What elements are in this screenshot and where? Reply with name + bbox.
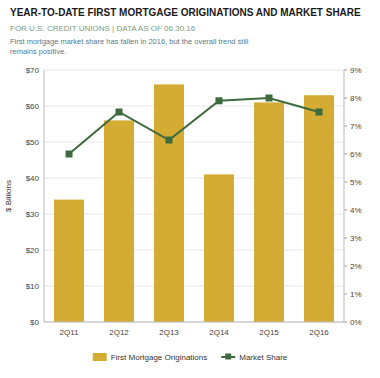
description-line: remains positive. — [10, 47, 66, 56]
subtitle: FOR U.S. CREDIT UNIONS | DATA AS OF 06.3… — [10, 24, 196, 33]
y-tick-label: $50 — [26, 138, 40, 147]
y2-tick-label: 8% — [350, 94, 362, 103]
x-tick-label: 2Q11 — [60, 328, 80, 337]
y2-tick-label: 9% — [350, 66, 362, 75]
y2-tick-label: 2% — [350, 262, 362, 271]
marker — [266, 95, 273, 102]
bar — [204, 174, 234, 322]
y2-axis — [344, 70, 345, 322]
y2-tick-label: 1% — [350, 290, 362, 299]
y2-tick-label: 3% — [350, 234, 362, 243]
y-axis — [44, 70, 45, 322]
y2-tick-label: 4% — [350, 206, 362, 215]
y2-tick-label: 5% — [350, 178, 362, 187]
x-tick-label: 2Q14 — [209, 328, 229, 337]
marker — [66, 151, 73, 158]
marker — [116, 109, 123, 116]
legend-label: Market Share — [239, 353, 288, 362]
y-tick-label: $10 — [26, 282, 40, 291]
grid-line — [44, 322, 344, 323]
x-axis — [44, 322, 344, 323]
y2-tick-label: 6% — [350, 150, 362, 159]
y-tick-label: $40 — [26, 174, 40, 183]
grid-line — [44, 178, 344, 179]
bar — [254, 102, 284, 322]
marks — [54, 84, 334, 322]
x-tick-label: 2Q16 — [309, 328, 329, 337]
x-tick-label: 2Q12 — [109, 328, 129, 337]
y-tick-label: $0 — [30, 318, 39, 327]
grid-line — [44, 250, 344, 251]
legend-label: First Mortgage Originations — [111, 353, 207, 362]
y2-tick-label: 7% — [350, 122, 362, 131]
legend-marker — [225, 354, 231, 360]
y-tick-label: $60 — [26, 102, 40, 111]
title: YEAR-TO-DATE FIRST MORTGAGE ORIGINATIONS… — [10, 7, 361, 18]
grid-line — [44, 286, 344, 287]
y-tick-label: $70 — [26, 66, 40, 75]
bar — [104, 120, 134, 322]
bar — [154, 84, 184, 322]
grid-line — [44, 214, 344, 215]
y-axis-label: $ Billions — [4, 180, 13, 212]
legend-item: Market Share — [221, 353, 288, 362]
grid-line — [44, 142, 344, 143]
legend-item: First Mortgage Originations — [93, 353, 207, 362]
y-tick-label: $20 — [26, 246, 40, 255]
legend: First Mortgage Originations Market Share — [93, 353, 288, 362]
description-line: First mortgage market share has fallen i… — [10, 37, 249, 46]
bar — [54, 200, 84, 322]
grid-line — [44, 70, 344, 71]
bar — [304, 95, 334, 322]
grid — [44, 70, 344, 322]
x-tick-label: 2Q13 — [159, 328, 179, 337]
legend-swatch — [93, 353, 107, 361]
marker — [316, 109, 323, 116]
chart: YEAR-TO-DATE FIRST MORTGAGE ORIGINATIONS… — [0, 0, 380, 378]
marker — [216, 97, 223, 104]
line — [69, 98, 319, 154]
y-tick-label: $30 — [26, 210, 40, 219]
marker — [166, 137, 173, 144]
x-tick-label: 2Q15 — [259, 328, 279, 337]
description: First mortgage market share has fallen i… — [10, 37, 249, 56]
y2-tick-label: 0% — [350, 318, 362, 327]
